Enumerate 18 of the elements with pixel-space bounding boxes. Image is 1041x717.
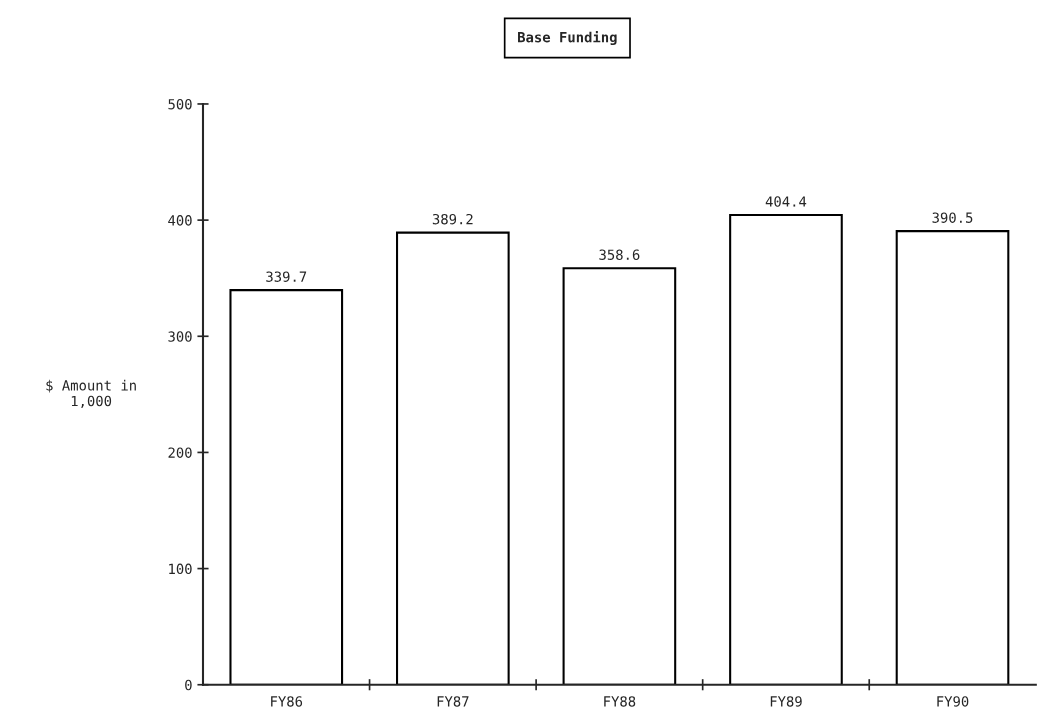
x-tick-label: FY86	[271, 696, 303, 707]
y-tick-label: 200	[168, 447, 192, 458]
data-label: 358.6	[599, 249, 640, 260]
data-label: 339.7	[266, 271, 307, 282]
chart-title: Base Funding	[518, 30, 617, 46]
y-tick-label: 100	[169, 563, 192, 575]
y-tick-label: 400	[168, 215, 192, 226]
x-tick-label: FY90	[937, 696, 969, 707]
x-tick-label: FY89	[770, 696, 802, 707]
y-axis-title: $ Amount in 1,000	[46, 379, 136, 408]
x-tick-label: FY87	[437, 696, 469, 707]
y-tick-label: 300	[168, 331, 192, 342]
y-tick-label: 0	[185, 679, 192, 691]
x-tick-label: FY88	[604, 696, 636, 707]
y-tick-label: 500	[168, 98, 192, 110]
data-label: 390.5	[932, 212, 973, 223]
data-label: 389.2	[432, 213, 473, 225]
data-label: 404.4	[765, 196, 807, 207]
